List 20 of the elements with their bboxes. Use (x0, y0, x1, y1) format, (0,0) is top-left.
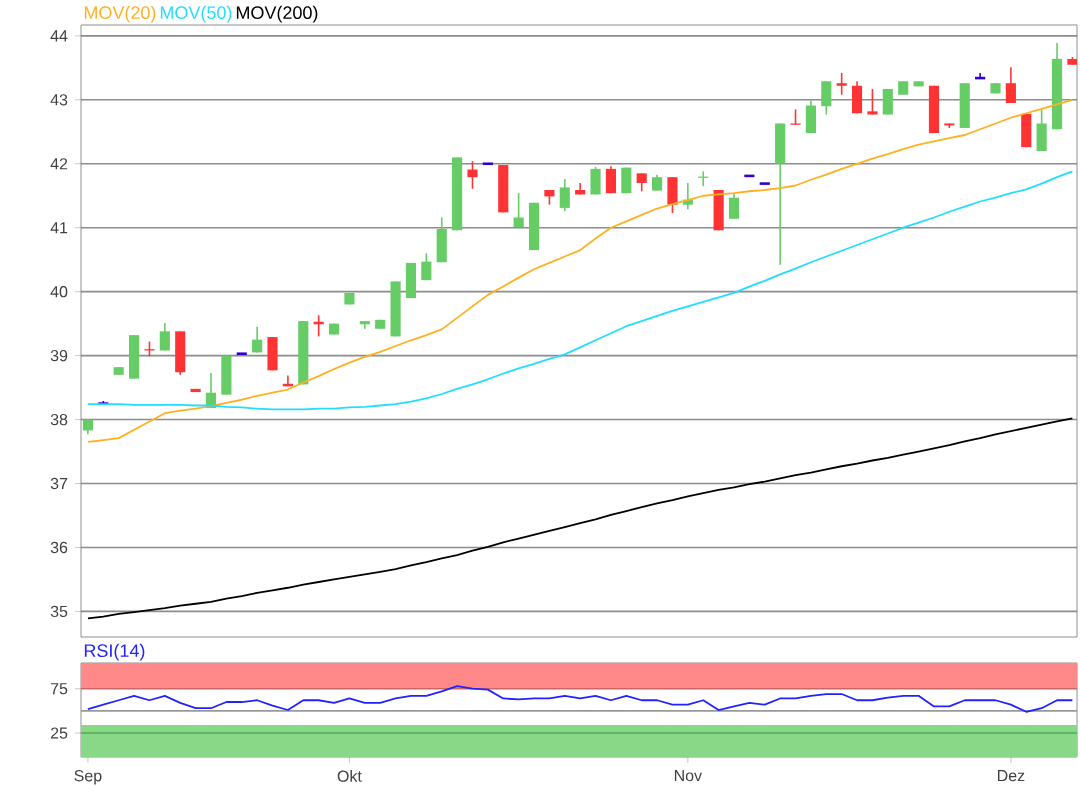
y-tick-label: 40 (50, 286, 68, 298)
y-tick-label: 35 (50, 605, 68, 618)
text: MOV(50) (160, 5, 232, 23)
x-tick-label: Okt (337, 770, 362, 782)
text: MOV(20) (84, 5, 156, 23)
x-tick-label: Dez (997, 770, 1025, 782)
y-tick-label: 25 (50, 727, 68, 739)
y-tick-label: 36 (50, 541, 68, 554)
x-tick-label: Nov (674, 770, 702, 782)
y-tick-label: 41 (50, 222, 68, 234)
y-tick-label: 44 (50, 30, 68, 42)
y-tick-label: 38 (50, 413, 68, 426)
y-tick-label: 75 (50, 683, 68, 695)
x-tick-label: Sep (74, 770, 102, 785)
y-tick-label: 37 (50, 477, 68, 490)
chart-title: RSI(14) (84, 643, 145, 661)
y-tick-label: 43 (50, 94, 68, 106)
text: MOV(200) (236, 5, 318, 23)
y-tick-label: 39 (50, 349, 68, 362)
y-tick-label: 42 (50, 158, 68, 170)
